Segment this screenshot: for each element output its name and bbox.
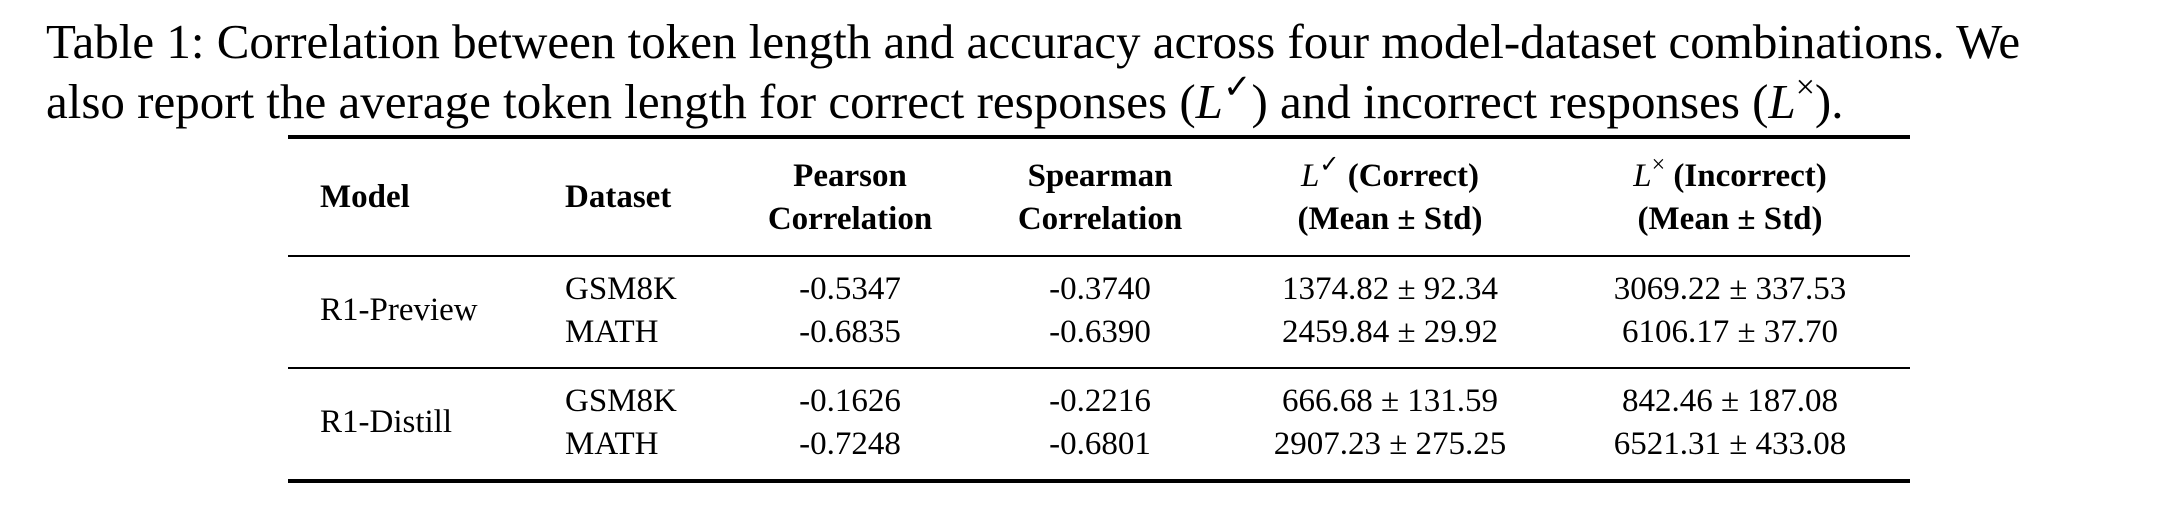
dataset-cell: GSM8K (565, 271, 677, 307)
model-cell: R1-Distill (320, 404, 453, 440)
pearson-cell: -0.1626 (799, 383, 901, 419)
correct-length-cell: 666.68 ± 131.59 (1281, 383, 1499, 419)
dataset-cell: MATH (565, 314, 659, 350)
model-cell: R1-Preview (320, 292, 478, 328)
spearman-cell: -0.6801 (1049, 426, 1151, 462)
header-pearson-2: Correlation (767, 201, 933, 237)
table-top-rule (288, 135, 1910, 139)
correct-length-cell: 2907.23 ± 275.25 (1273, 426, 1507, 462)
incorrect-length-header-symbol: L× (1633, 152, 1666, 194)
header-correct-1: L✓ (Correct) (1300, 152, 1479, 194)
header-spearman-1: Spearman (1027, 158, 1173, 194)
table-bottom-rule (288, 479, 1910, 483)
pearson-cell: -0.5347 (799, 271, 901, 307)
caption-line-2-middle: ) and incorrect responses ( (1251, 74, 1769, 129)
spearman-cell: -0.3740 (1049, 271, 1151, 307)
spearman-cell: -0.6390 (1049, 314, 1151, 350)
caption-line-2-start: also report the average token length for… (46, 74, 1196, 129)
header-pearson-1: Pearson (793, 158, 907, 194)
header-incorrect-1: L× (Incorrect) (1633, 152, 1827, 194)
dataset-cell: MATH (565, 426, 659, 462)
caption-line-2: also report the average token length for… (46, 69, 2166, 132)
header-dataset: Dataset (565, 179, 672, 215)
pearson-cell: -0.6835 (799, 314, 901, 350)
incorrect-length-symbol: L× (1768, 69, 1815, 130)
header-spearman-2: Correlation (1017, 201, 1183, 237)
header-correct-2: (Mean ± Std) (1297, 201, 1483, 237)
spearman-cell: -0.2216 (1049, 383, 1151, 419)
correct-length-symbol: L✓ (1195, 69, 1252, 130)
incorrect-length-cell: 6106.17 ± 37.70 (1621, 314, 1839, 350)
cross-icon: × (1795, 69, 1815, 106)
dataset-cell: GSM8K (565, 383, 677, 419)
incorrect-length-cell: 842.46 ± 187.08 (1621, 383, 1839, 419)
pearson-cell: -0.7248 (799, 426, 901, 462)
correct-length-cell: 1374.82 ± 92.34 (1281, 271, 1499, 307)
header-checkmark-icon: ✓ (1319, 152, 1340, 178)
caption-line-1: Table 1: Correlation between token lengt… (46, 14, 2021, 69)
table-caption: Table 1: Correlation between token lengt… (46, 12, 2166, 132)
caption-line-2-end: ). (1814, 74, 1844, 129)
correct-length-header-symbol: L✓ (1300, 152, 1340, 194)
checkmark-icon: ✓ (1222, 69, 1252, 106)
header-model: Model (320, 179, 410, 215)
table-header-rule (288, 255, 1910, 257)
correct-length-cell: 2459.84 ± 29.92 (1281, 314, 1499, 350)
header-cross-icon: × (1651, 152, 1666, 178)
table-group-rule (288, 367, 1910, 369)
incorrect-length-cell: 3069.22 ± 337.53 (1613, 271, 1847, 307)
header-incorrect-2: (Mean ± Std) (1637, 201, 1823, 237)
incorrect-length-cell: 6521.31 ± 433.08 (1613, 426, 1847, 462)
